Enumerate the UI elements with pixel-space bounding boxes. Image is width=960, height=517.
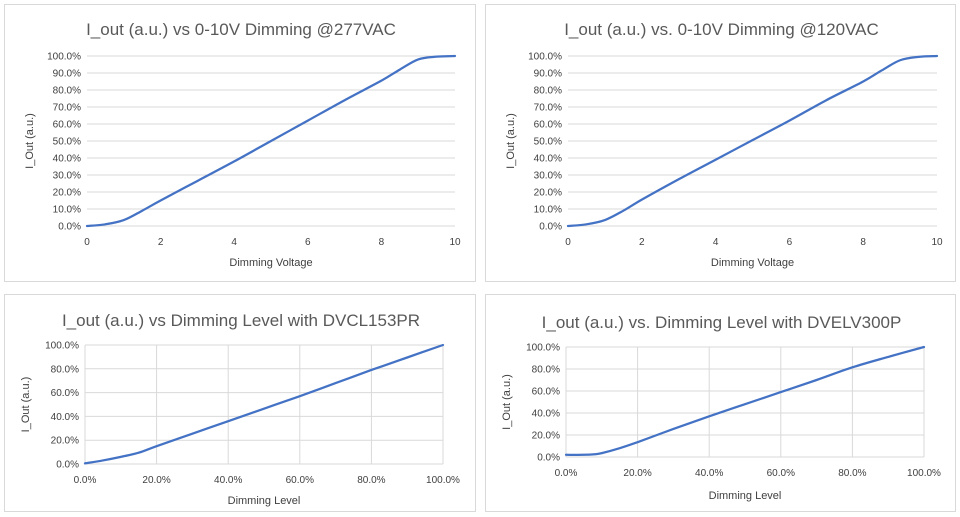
chart-svg: I_out (a.u.) vs Dimming Level with DVCL1… xyxy=(20,311,460,507)
x-tick-label: 4 xyxy=(231,237,237,248)
y-tick-label: 40.0% xyxy=(534,154,562,165)
y-tick-label: 10.0% xyxy=(534,205,562,216)
y-tick-label: 60.0% xyxy=(51,388,79,399)
chart-svg: I_out (a.u.) vs. 0-10V Dimming @120VAC 0.… xyxy=(505,20,943,269)
x-axis-label: Dimming Voltage xyxy=(229,257,312,269)
chart-svg: I_out (a.u.) vs 0-10V Dimming @277VAC 0.0… xyxy=(24,20,461,269)
x-tick-label: 0 xyxy=(84,237,90,248)
y-tick-label: 70.0% xyxy=(534,103,562,114)
y-tick-label: 80.0% xyxy=(534,86,562,97)
y-tick-label: 100.0% xyxy=(47,52,81,63)
chart-title: I_out (a.u.) vs. Dimming Level with DVEL… xyxy=(542,313,902,332)
y-tick-label: 80.0% xyxy=(51,364,79,375)
y-tick-label: 20.0% xyxy=(534,188,562,199)
y-tick-label: 60.0% xyxy=(534,120,562,131)
x-tick-label: 10 xyxy=(931,237,943,248)
y-axis-label: I_Out (a.u.) xyxy=(20,377,32,433)
y-tick-label: 90.0% xyxy=(53,69,81,80)
x-axis-label: Dimming Voltage xyxy=(711,257,794,269)
y-tick-label: 40.0% xyxy=(51,412,79,423)
y-tick-label: 100.0% xyxy=(45,341,79,352)
x-tick-label: 10 xyxy=(449,237,461,248)
y-tick-label: 30.0% xyxy=(53,171,81,182)
x-tick-label: 8 xyxy=(379,237,385,248)
series-line xyxy=(85,54,457,228)
y-tick-label: 0.0% xyxy=(56,460,79,471)
x-tick-label: 40.0% xyxy=(695,468,723,479)
x-tick-label: 4 xyxy=(713,237,719,248)
y-tick-label: 0.0% xyxy=(537,453,560,464)
x-tick-label: 20.0% xyxy=(142,475,170,486)
y-tick-label: 10.0% xyxy=(53,205,81,216)
chart-title: I_out (a.u.) vs. 0-10V Dimming @120VAC xyxy=(564,20,879,39)
y-tick-label: 40.0% xyxy=(53,154,81,165)
y-tick-label: 40.0% xyxy=(532,409,560,420)
series-line xyxy=(564,345,926,456)
x-axis-label: Dimming Level xyxy=(228,495,301,507)
x-tick-label: 0.0% xyxy=(74,475,97,486)
y-tick-label: 100.0% xyxy=(526,343,560,354)
y-tick-label: 100.0% xyxy=(528,52,562,63)
x-tick-label: 20.0% xyxy=(623,468,651,479)
y-axis-label: I_Out (a.u.) xyxy=(24,113,36,169)
x-tick-label: 60.0% xyxy=(767,468,795,479)
x-tick-label: 100.0% xyxy=(426,475,460,486)
y-tick-label: 80.0% xyxy=(532,365,560,376)
y-tick-label: 60.0% xyxy=(53,120,81,131)
y-tick-label: 50.0% xyxy=(534,137,562,148)
x-tick-label: 6 xyxy=(305,237,311,248)
x-tick-label: 40.0% xyxy=(214,475,242,486)
x-tick-label: 2 xyxy=(158,237,164,248)
chart-title: I_out (a.u.) vs Dimming Level with DVCL1… xyxy=(62,311,420,330)
y-tick-label: 0.0% xyxy=(58,222,81,233)
x-tick-label: 0.0% xyxy=(555,468,578,479)
x-tick-label: 100.0% xyxy=(907,468,941,479)
x-tick-label: 2 xyxy=(639,237,645,248)
x-tick-label: 0 xyxy=(565,237,571,248)
chart-panel-dvelv300p: I_out (a.u.) vs. Dimming Level with DVEL… xyxy=(485,294,956,512)
chart-panel-120vac: I_out (a.u.) vs. 0-10V Dimming @120VAC 0.… xyxy=(485,4,956,282)
y-tick-label: 70.0% xyxy=(53,103,81,114)
chart-panel-dvcl153pr: I_out (a.u.) vs Dimming Level with DVCL1… xyxy=(4,294,476,512)
y-tick-label: 50.0% xyxy=(53,137,81,148)
series-line xyxy=(83,343,445,465)
y-tick-label: 60.0% xyxy=(532,387,560,398)
series-line xyxy=(566,54,939,228)
y-tick-label: 20.0% xyxy=(51,436,79,447)
y-axis-label: I_Out (a.u.) xyxy=(501,374,513,430)
x-tick-label: 8 xyxy=(860,237,866,248)
y-tick-label: 0.0% xyxy=(539,222,562,233)
chart-svg: I_out (a.u.) vs. Dimming Level with DVEL… xyxy=(501,313,941,502)
y-axis-label: I_Out (a.u.) xyxy=(505,113,517,169)
x-axis-label: Dimming Level xyxy=(709,490,782,502)
y-tick-label: 80.0% xyxy=(53,86,81,97)
y-tick-label: 90.0% xyxy=(534,69,562,80)
chart-title: I_out (a.u.) vs 0-10V Dimming @277VAC xyxy=(86,20,396,39)
y-tick-label: 20.0% xyxy=(53,188,81,199)
chart-panel-277vac: I_out (a.u.) vs 0-10V Dimming @277VAC 0.0… xyxy=(4,4,476,282)
x-tick-label: 80.0% xyxy=(838,468,866,479)
y-tick-label: 30.0% xyxy=(534,171,562,182)
x-tick-label: 80.0% xyxy=(357,475,385,486)
x-tick-label: 60.0% xyxy=(286,475,314,486)
y-tick-label: 20.0% xyxy=(532,431,560,442)
x-tick-label: 6 xyxy=(787,237,793,248)
